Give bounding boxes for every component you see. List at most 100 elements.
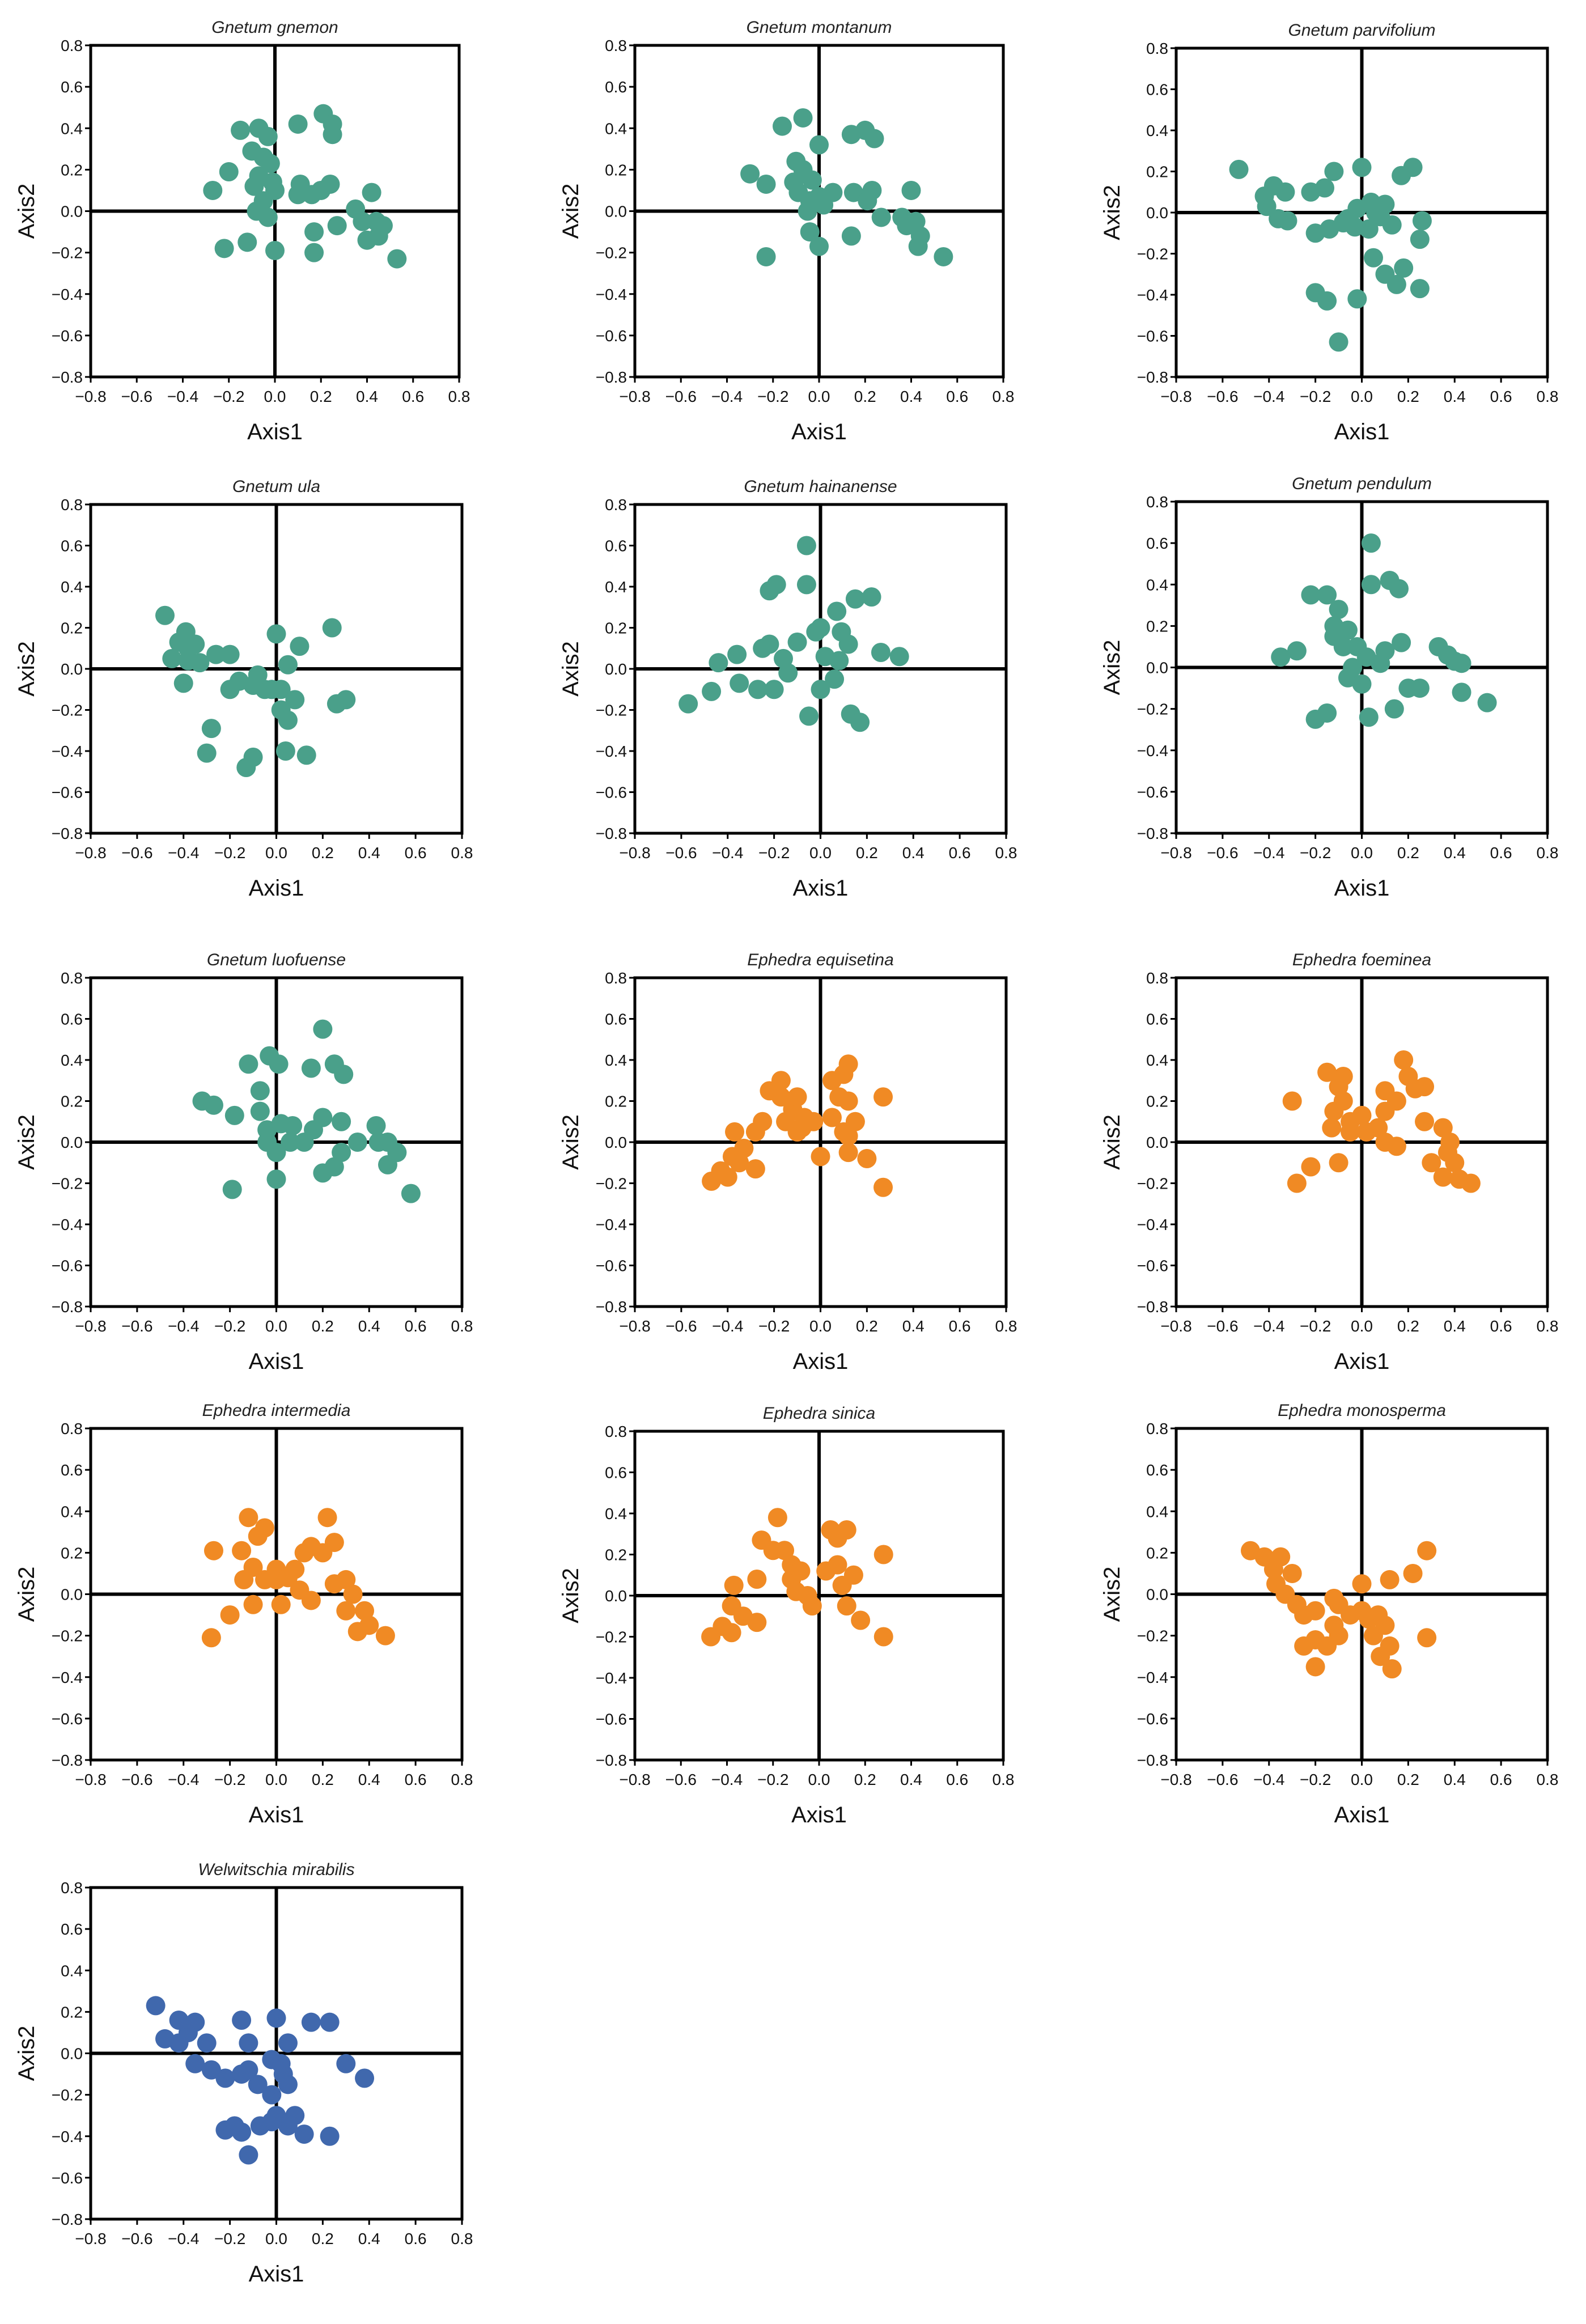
data-point [1477, 693, 1497, 713]
data-point [266, 1169, 286, 1189]
data-point [873, 1627, 893, 1647]
y-tick-label: 0.6 [1146, 81, 1168, 99]
data-point [901, 180, 921, 200]
y-tick-label: 0.2 [61, 1544, 83, 1562]
data-point [1301, 585, 1321, 605]
x-tick-label: −0.2 [758, 844, 790, 862]
x-tick-label: 0.6 [949, 844, 971, 862]
x-tick-label: −0.8 [619, 1317, 650, 1335]
y-tick-label: 0.2 [1146, 1093, 1168, 1110]
x-tick-label: −0.2 [214, 844, 245, 862]
y-tick-label: −0.8 [1137, 1752, 1168, 1769]
y-tick-label: 0.0 [61, 203, 83, 220]
data-point [1394, 258, 1414, 278]
x-tick-label: −0.6 [1207, 1317, 1238, 1335]
data-point [231, 120, 251, 140]
data-point [838, 1126, 858, 1146]
y-tick-label: 0.4 [605, 1051, 627, 1069]
data-point [1352, 1574, 1372, 1594]
y-tick-label: −0.4 [596, 743, 627, 760]
y-tick-label: 0.0 [61, 1134, 83, 1151]
data-point [753, 1112, 773, 1131]
y-tick-label: 0.6 [605, 537, 627, 555]
scatter-panel: Ephedra intermedia −0.8 −0.6 −0.4 −0.2 0.0 0.2… [14, 1401, 473, 1827]
data-point [838, 1143, 858, 1163]
data-point [1403, 158, 1423, 177]
data-point [1329, 1626, 1348, 1646]
data-point [1329, 600, 1348, 620]
data-point [239, 2033, 258, 2053]
x-tick-label: −0.4 [712, 844, 743, 862]
y-tick-label: 0.6 [605, 1464, 627, 1482]
data-point [837, 1520, 856, 1540]
data-point [1461, 1173, 1481, 1193]
data-point [1275, 182, 1295, 202]
y-tick-label: −0.6 [52, 1710, 83, 1728]
y-tick-label: −0.4 [596, 286, 627, 303]
data-point [771, 1071, 791, 1091]
x-tick-label: −0.2 [1300, 1771, 1331, 1788]
data-point [760, 634, 779, 654]
y-tick-label: 0.0 [605, 203, 627, 220]
scatter-panel: Gnetum gnemon −0.8 −0.6 −0.4 −0.2 0.0 0.2 0.4 0.… [14, 18, 470, 444]
y-tick-label: 0.8 [605, 37, 627, 54]
data-point [322, 618, 342, 638]
data-point [1410, 279, 1430, 299]
y-tick-label: 0.2 [605, 620, 627, 637]
x-tick-label: 0.4 [1444, 844, 1466, 862]
y-tick-label: −0.8 [52, 1752, 83, 1769]
data-point [841, 226, 861, 246]
x-tick-label: 0.8 [1537, 1317, 1559, 1335]
y-tick-label: −0.8 [1137, 1298, 1168, 1316]
data-point [313, 1019, 333, 1039]
x-tick-label: −0.6 [1207, 1771, 1238, 1788]
data-point [332, 1112, 351, 1131]
y-tick-label: 0.6 [61, 1920, 83, 1938]
data-point [285, 2106, 305, 2126]
data-point [201, 2060, 221, 2080]
data-point [1317, 291, 1337, 311]
x-tick-label: 0.4 [1444, 388, 1466, 405]
y-tick-label: 0.0 [1146, 1134, 1168, 1151]
y-tick-label: −0.6 [52, 784, 83, 801]
x-tick-label: 0.2 [1397, 1771, 1419, 1788]
y-tick-label: 0.6 [61, 78, 83, 96]
data-point [778, 663, 798, 683]
x-tick-label: 0.6 [1490, 1317, 1512, 1335]
data-point [1329, 332, 1348, 352]
y-tick-label: 0.2 [1146, 1544, 1168, 1562]
panel-title: Gnetum ula [232, 477, 320, 496]
y-tick-label: 0.4 [61, 578, 83, 596]
x-tick-label: 0.2 [854, 1771, 876, 1788]
x-tick-label: 0.8 [448, 388, 470, 405]
data-point [323, 125, 342, 145]
data-point [811, 618, 830, 638]
data-point [301, 2012, 321, 2032]
data-point [1305, 1657, 1325, 1677]
y-tick-label: 0.0 [1146, 204, 1168, 222]
data-point [296, 745, 316, 765]
y-tick-label: 0.2 [605, 1093, 627, 1110]
y-tick-label: −0.4 [52, 1669, 83, 1686]
data-point [1380, 1636, 1400, 1656]
panel-title: Ephedra sinica [763, 1404, 875, 1423]
y-tick-label: 0.8 [605, 969, 627, 987]
data-point [201, 1628, 221, 1648]
y-tick-label: −0.2 [596, 244, 627, 262]
data-point [1271, 1547, 1291, 1567]
data-point [1361, 575, 1381, 595]
y-tick-label: 0.0 [1146, 1586, 1168, 1604]
x-tick-label: 0.8 [1537, 1771, 1559, 1788]
data-point [1422, 1153, 1441, 1173]
data-point [290, 637, 309, 656]
data-point [1375, 1615, 1395, 1635]
data-point [1417, 1628, 1437, 1648]
data-point [215, 2120, 235, 2140]
x-tick-label: −0.4 [712, 1317, 743, 1335]
data-point [206, 644, 226, 664]
y-tick-label: 0.8 [1146, 40, 1168, 57]
x-tick-label: −0.6 [121, 2230, 152, 2247]
y-tick-label: −0.6 [1137, 328, 1168, 345]
y-tick-label: 0.4 [1146, 122, 1168, 139]
panel-title: Ephedra foeminea [1292, 951, 1431, 969]
